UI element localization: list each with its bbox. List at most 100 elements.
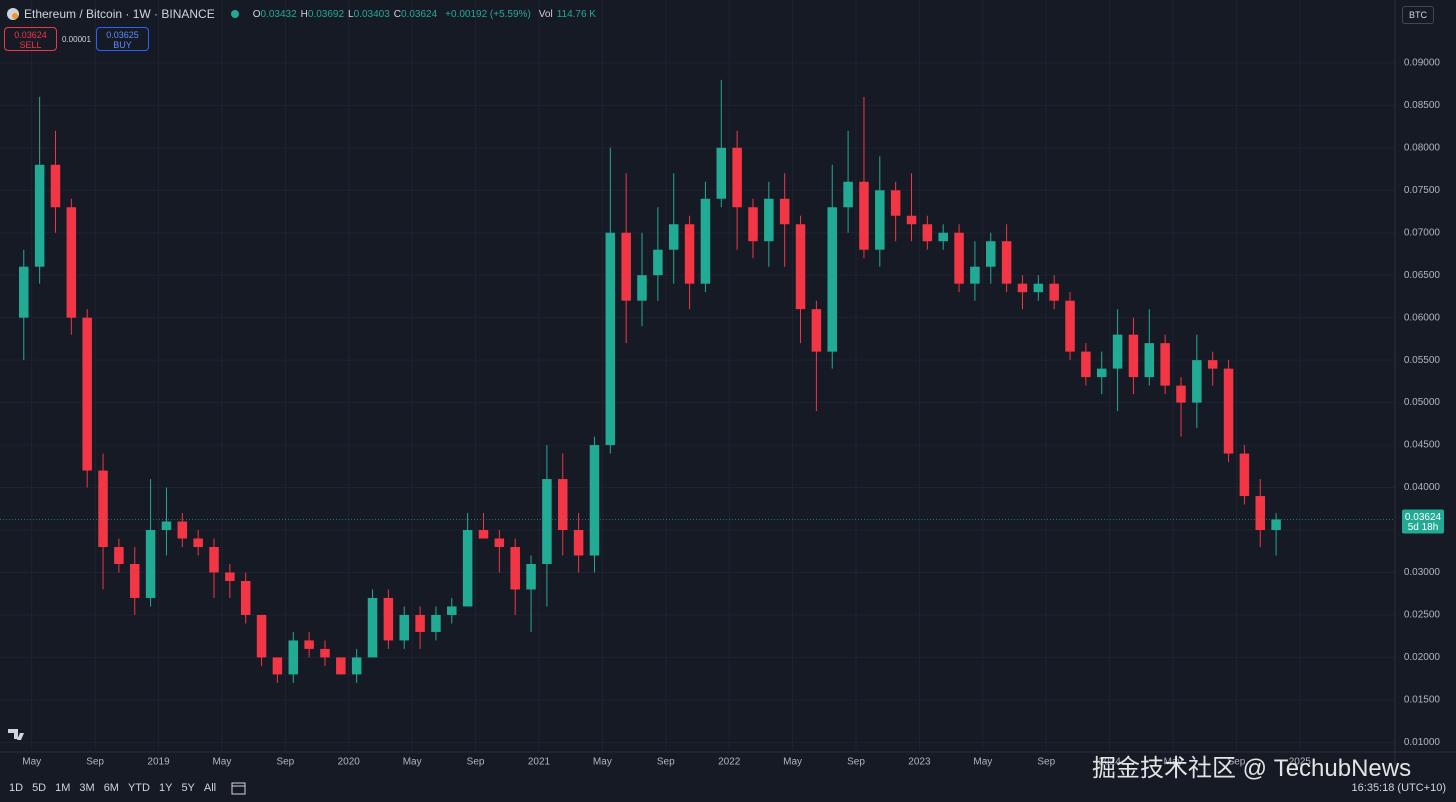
candle-body: [954, 232, 964, 284]
candle-body: [129, 563, 140, 598]
candle-body: [383, 597, 394, 641]
candle-body: [970, 266, 980, 284]
bottom-toolbar: 1D 5D 1M 3M 6M YTD 1Y 5Y All 16:35:18 (UTC+10): [0, 773, 1456, 802]
range-button[interactable]: 1M: [55, 781, 71, 794]
ranges: 1D 5D 1M 3M 6M YTD 1Y 5Y All: [0, 782, 216, 794]
vol: 114.76 K: [556, 8, 596, 20]
buy-button[interactable]: 0.03625 BUY: [96, 27, 149, 51]
currency-button[interactable]: BTC: [1402, 6, 1434, 24]
candle-body: [1033, 283, 1044, 293]
sell-label: SELL: [19, 40, 42, 50]
candle-body: [1081, 351, 1091, 378]
x-tick-label: May: [403, 757, 422, 768]
x-tick-label: 2019: [147, 757, 170, 768]
candle-body: [875, 190, 885, 250]
date-range-icon[interactable]: [230, 780, 250, 796]
candle-body: [668, 224, 679, 250]
candle-body: [843, 181, 853, 208]
vol-key: Vol: [538, 8, 553, 20]
spread: 0.00001: [62, 35, 91, 44]
candle-body: [890, 190, 901, 216]
y-tick-label: 0.04000: [1404, 482, 1441, 493]
candle-body: [367, 597, 378, 658]
candle-body: [684, 224, 695, 284]
x-tick-label: Sep: [86, 757, 104, 768]
candle-body: [859, 181, 869, 250]
ohlc-key: O: [252, 8, 261, 20]
logo: [8, 729, 24, 740]
candle-body: [1207, 360, 1218, 369]
range-button[interactable]: 5Y: [181, 781, 195, 794]
y-tick-label: 0.08000: [1404, 142, 1441, 153]
candle-body: [288, 640, 299, 675]
candle-body: [494, 538, 505, 547]
candle-body: [66, 207, 77, 318]
x-tick-label: May: [593, 757, 612, 768]
candle-body: [1255, 496, 1266, 531]
y-tick-label: 0.06000: [1404, 312, 1441, 323]
range-button[interactable]: 3M: [79, 781, 95, 794]
x-tick-label: Sep: [1037, 757, 1055, 768]
y-tick-label: 0.07000: [1404, 227, 1441, 238]
candle-body: [50, 164, 61, 208]
symbol: Ethereum / Bitcoin · 1W · BINANCE: [24, 7, 215, 21]
range-button[interactable]: 1D: [9, 781, 24, 794]
candle-body: [34, 164, 45, 267]
sell-button[interactable]: 0.03624 SELL: [4, 27, 57, 51]
candle-body: [986, 241, 996, 267]
candle-body: [1065, 300, 1075, 352]
candle-body: [256, 614, 267, 658]
range-button[interactable]: YTD: [127, 781, 150, 794]
candle-body: [177, 521, 188, 539]
x-tick-label: 2021: [528, 757, 551, 768]
candle-body: [1271, 519, 1281, 531]
y-tick-label: 0.02500: [1404, 610, 1441, 621]
candle-body: [922, 224, 933, 242]
x-tick-label: 2023: [908, 757, 931, 768]
candle-body: [1160, 343, 1170, 386]
y-tick-label: 0.03000: [1404, 567, 1441, 578]
candle-body: [320, 648, 330, 658]
range-button[interactable]: 6M: [103, 781, 119, 794]
ohlc-key: L: [348, 8, 354, 20]
range-button[interactable]: 1Y: [158, 781, 173, 794]
candle-body: [589, 445, 600, 556]
buy-label: BUY: [113, 40, 132, 50]
y-tick-label: 0.05500: [1404, 355, 1441, 366]
candle-body: [558, 479, 568, 531]
candle-body: [938, 232, 948, 242]
candle-body: [748, 207, 758, 242]
candle-body: [1112, 334, 1123, 369]
chart: 0.010000.015000.020000.025000.030000.035…: [0, 0, 1456, 772]
candle-body: [478, 530, 489, 539]
candle-body: [653, 249, 663, 276]
candle-body: [193, 538, 203, 547]
candle-body: [415, 614, 425, 632]
x-tick-label: May: [22, 757, 41, 768]
candle-body: [1176, 385, 1186, 403]
ohlc-value: 0.03432: [260, 8, 297, 20]
y-tick-label: 0.01500: [1404, 695, 1441, 706]
candle-body: [462, 530, 473, 607]
candle-body: [431, 614, 441, 632]
candle-body: [621, 232, 631, 301]
candle-body: [1239, 453, 1250, 497]
range-button[interactable]: 5D: [32, 781, 47, 794]
candle-body: [700, 198, 711, 284]
candle-body: [1144, 343, 1155, 378]
x-tick-label: May: [1164, 757, 1183, 768]
range-button[interactable]: All: [203, 781, 217, 794]
y-tick-label: 0.05000: [1404, 397, 1441, 408]
candle-body: [272, 657, 283, 675]
watermark: 掘金技术社区 @ TechubNews: [1092, 755, 1412, 782]
ohlc-value: 0.03692: [307, 8, 345, 20]
candle-body: [209, 546, 219, 573]
candle-body: [779, 198, 790, 225]
candle-body: [304, 640, 314, 649]
candle-body: [351, 657, 362, 675]
ohlc-value: 0.03403: [353, 8, 390, 20]
candle-body: [1001, 241, 1012, 284]
candle-body: [1192, 360, 1202, 403]
x-tick-label: 2024: [1099, 757, 1122, 768]
